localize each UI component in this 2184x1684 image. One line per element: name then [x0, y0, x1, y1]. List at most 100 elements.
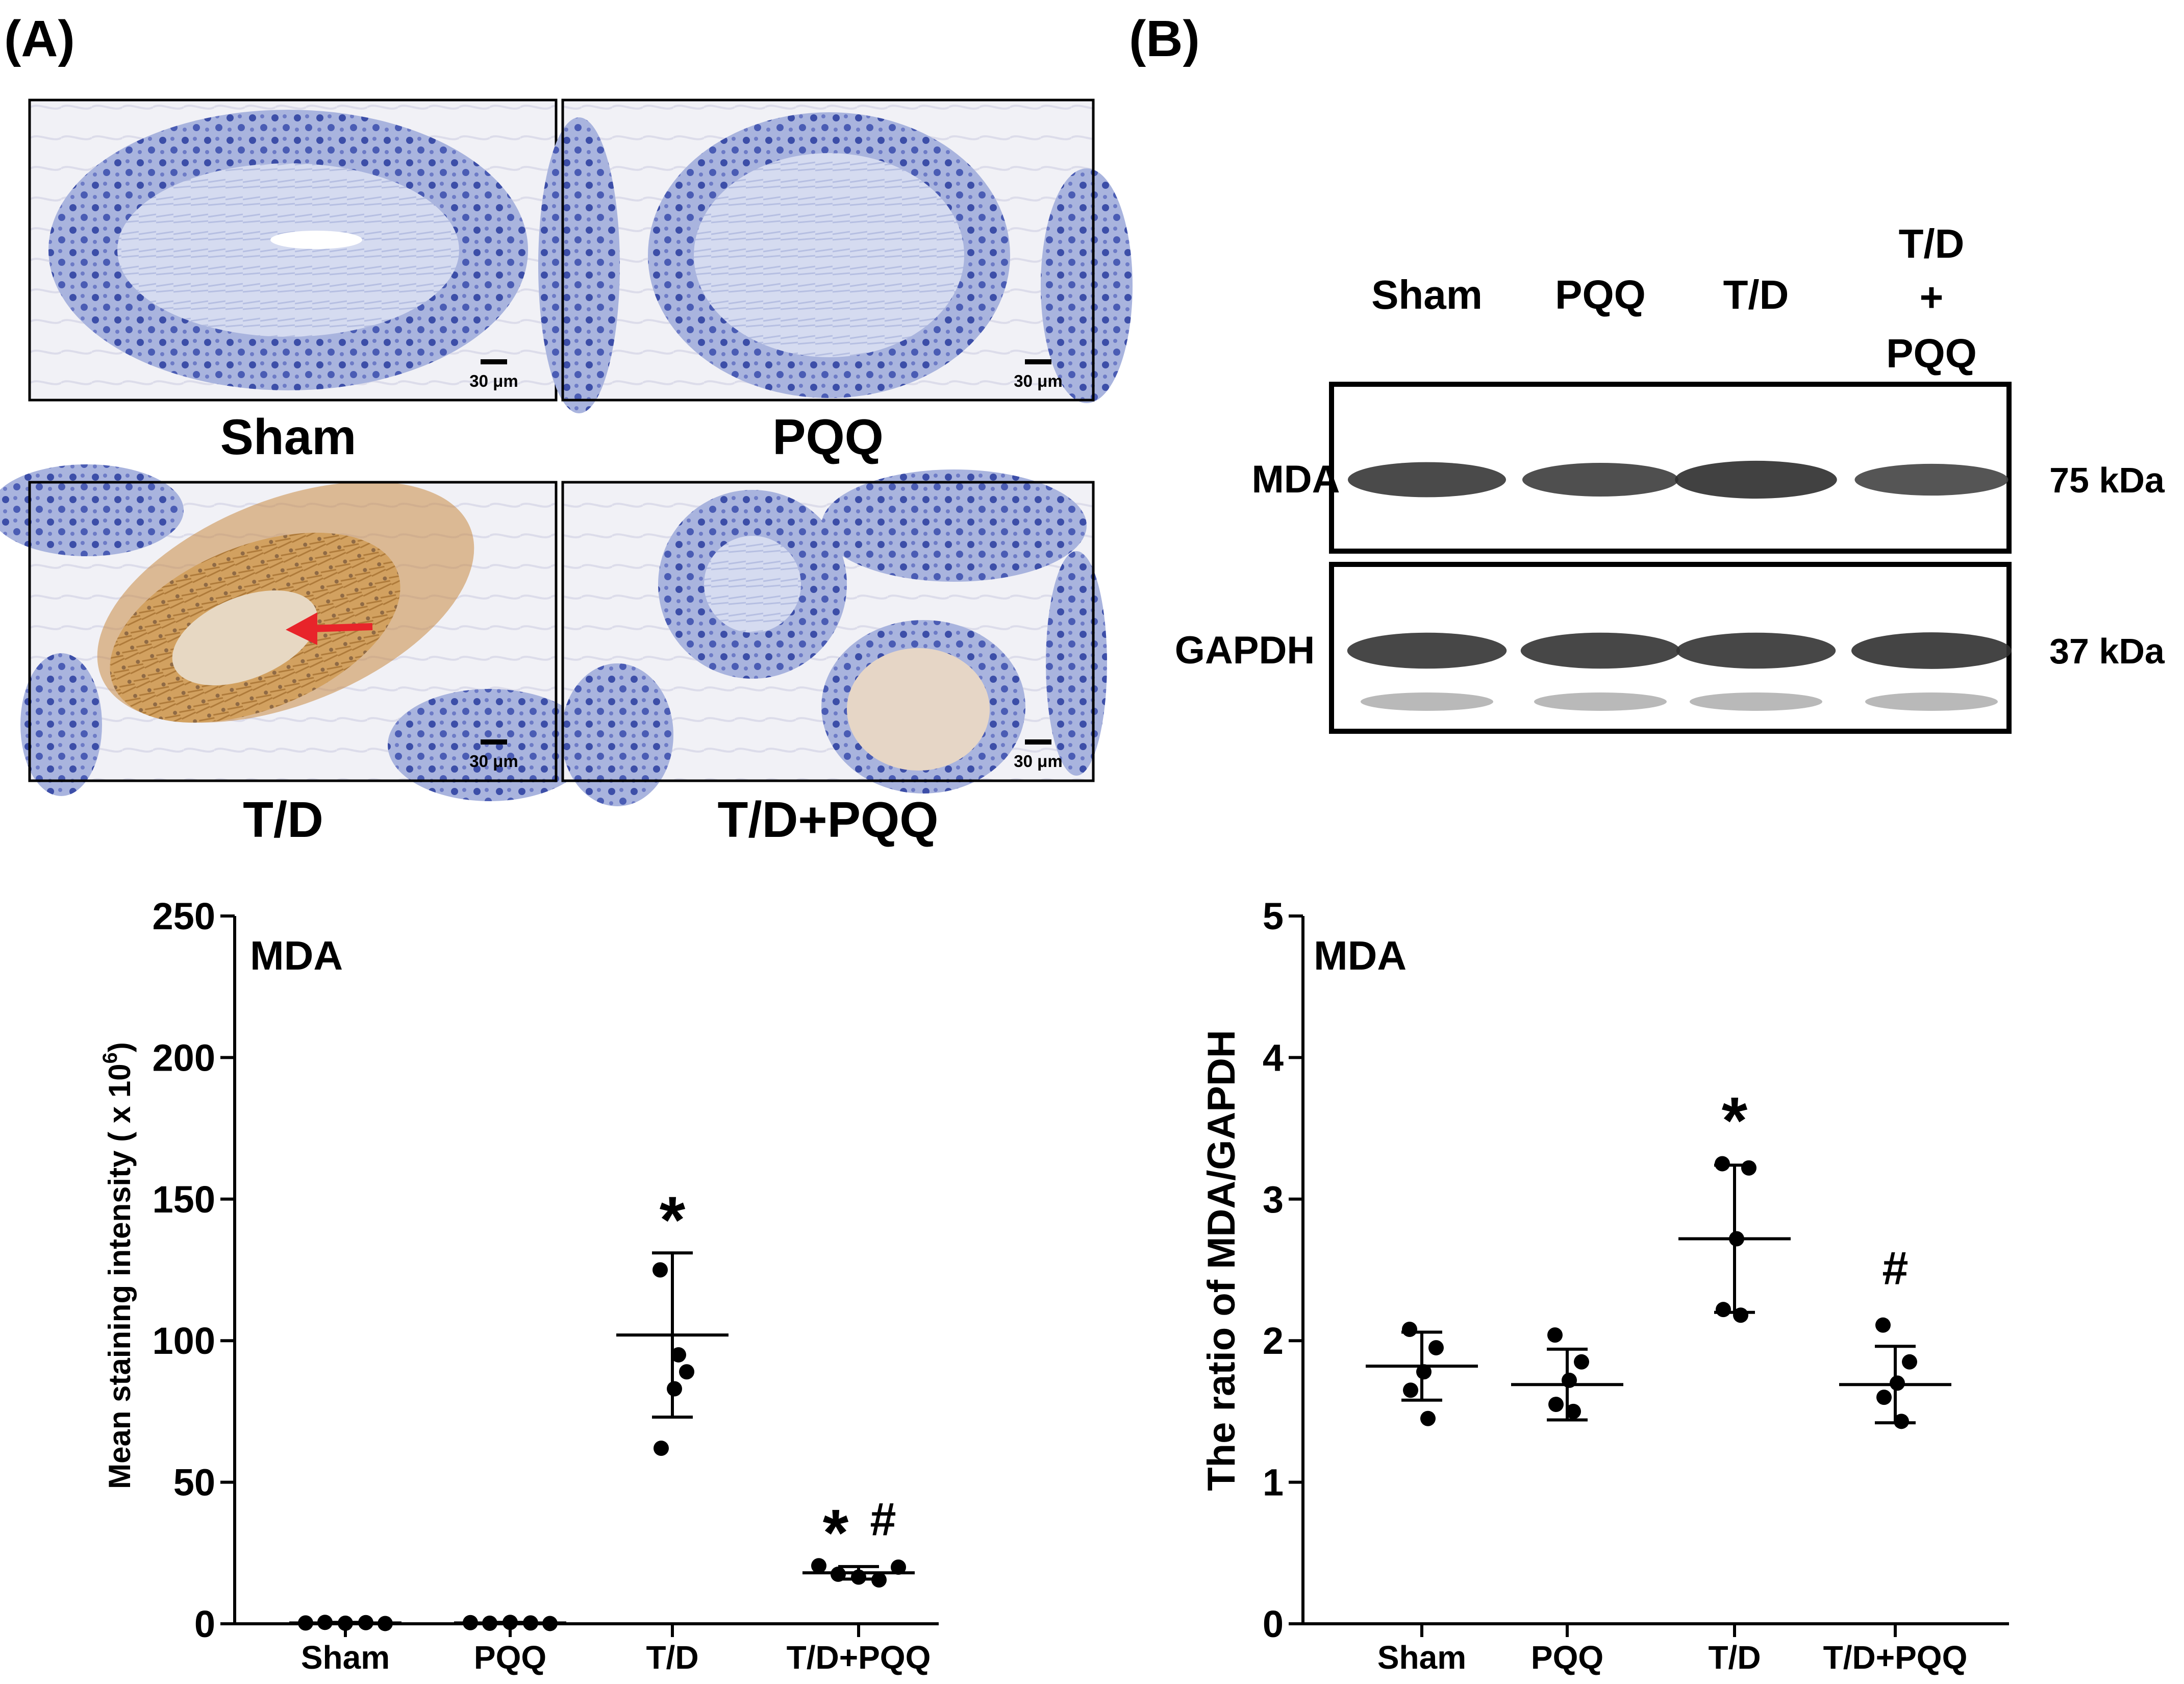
y-tick-label: 3: [1263, 1178, 1284, 1221]
micrograph-pqq: 30 μm: [538, 98, 1133, 413]
data-point: [542, 1616, 558, 1631]
blot-band: [1851, 632, 2012, 669]
scale-bar: [481, 739, 507, 745]
y-axis-label: Mean staining intensity ( x 106): [99, 1042, 137, 1489]
y-tick-label: 1: [1263, 1462, 1284, 1504]
data-point: [1547, 1327, 1563, 1343]
data-point: [831, 1566, 846, 1582]
lane-label-td-pqq-line3: PQQ: [1886, 331, 1977, 376]
y-tick-label: 4: [1263, 1036, 1284, 1079]
micrograph-td-pqq: 30 μm: [561, 469, 1107, 806]
micrograph-sham: 30 μm: [28, 98, 558, 402]
data-point: [503, 1615, 518, 1630]
data-point: [1890, 1375, 1905, 1391]
data-point: [1716, 1302, 1731, 1318]
y-tick-label: 100: [153, 1320, 215, 1362]
blot-band: [1676, 632, 1836, 669]
y-tick-label: 50: [173, 1462, 215, 1504]
micrograph-caption-td-pqq: T/D+PQQ: [718, 791, 939, 848]
data-point: [1894, 1414, 1909, 1429]
data-point: [652, 1262, 668, 1278]
data-point: [654, 1441, 669, 1456]
significance-marker: #: [870, 1493, 896, 1545]
data-point: [358, 1615, 373, 1630]
x-tick-label: T/D+PQQ: [1823, 1639, 1968, 1676]
data-point: [378, 1616, 393, 1631]
data-point: [1416, 1364, 1432, 1380]
data-point: [1733, 1307, 1748, 1323]
data-point: [1715, 1156, 1730, 1172]
red-arrow: [311, 623, 373, 632]
blot-size-gapdh: 37 kDa: [2049, 631, 2165, 671]
scale-bar-label: 30 μm: [1014, 752, 1062, 771]
lane-label-pqq: PQQ: [1555, 272, 1646, 317]
data-point: [463, 1615, 478, 1630]
data-point: [338, 1615, 353, 1631]
x-tick-label: Sham: [1377, 1639, 1466, 1676]
micrograph-td: 30 μm: [0, 464, 592, 801]
lane-label-sham: Sham: [1371, 272, 1483, 317]
x-tick-label: T/D+PQQ: [787, 1639, 931, 1676]
panel-label-b: (B): [1129, 10, 1200, 67]
data-point: [523, 1615, 538, 1631]
chart-mda-gapdh-ratio: MDA The ratio of MDA/GAPDH 0 1 2 3 4 5 Sham PQQ…: [1200, 895, 2009, 1676]
x-tick-label: T/D: [646, 1639, 698, 1676]
data-point: [851, 1569, 866, 1585]
data-point: [679, 1364, 694, 1380]
blot-label-gapdh: GAPDH: [1175, 629, 1315, 672]
data-point: [671, 1347, 686, 1363]
micrograph-caption-td: T/D: [243, 791, 323, 848]
x-tick-label: PQQ: [474, 1639, 546, 1676]
x-tick-label: Sham: [301, 1639, 390, 1676]
y-tick-label: 2: [1263, 1320, 1284, 1362]
data-point: [317, 1615, 333, 1630]
data-point: [1548, 1397, 1564, 1413]
data-point: [1741, 1160, 1756, 1176]
significance-marker: *: [660, 1182, 686, 1257]
blot-band-faint: [1361, 692, 1493, 711]
blot-band: [1348, 462, 1506, 498]
blot-band: [1675, 460, 1837, 499]
y-tick-label: 250: [153, 895, 215, 937]
scale-bar: [1025, 359, 1051, 364]
data-point: [1402, 1322, 1417, 1338]
blot-band-faint: [1865, 692, 1998, 711]
data-point: [891, 1559, 906, 1575]
y-tick-label: 0: [1263, 1603, 1284, 1645]
y-tick-label: 150: [153, 1178, 215, 1221]
data-point: [811, 1558, 826, 1574]
data-point: [1420, 1410, 1436, 1426]
panel-label-a: (A): [4, 10, 75, 67]
scale-bar-label: 30 μm: [469, 752, 518, 771]
lane-label-td: T/D: [1723, 272, 1789, 317]
x-tick-label: PQQ: [1531, 1639, 1603, 1676]
data-point: [871, 1572, 887, 1588]
significance-marker: #: [1882, 1243, 1908, 1295]
data-point: [1403, 1382, 1418, 1398]
blot-band-faint: [1534, 692, 1667, 711]
data-point: [482, 1615, 497, 1631]
western-blot: Sham PQQ T/D T/D + PQQ MDA GAPDH 75 kDa …: [1175, 221, 2165, 734]
blot-row-gapdh: [1329, 562, 2012, 734]
data-point: [1562, 1372, 1577, 1388]
micrograph-caption-pqq: PQQ: [772, 409, 884, 465]
data-point: [667, 1381, 682, 1397]
chart-title: MDA: [250, 933, 343, 978]
blot-band-faint: [1690, 692, 1822, 711]
blot-band: [1522, 463, 1678, 497]
blot-size-mda: 75 kDa: [2049, 460, 2165, 500]
blot-band: [1520, 632, 1680, 669]
y-tick-label: 0: [194, 1603, 215, 1645]
blot-row-mda: [1329, 382, 2012, 554]
scale-bar: [1025, 739, 1051, 745]
lane-label-td-pqq-line2: +: [1920, 275, 1944, 320]
y-axis-label: The ratio of MDA/GAPDH: [1200, 1030, 1243, 1491]
data-point: [1566, 1403, 1581, 1419]
y-tick-label: 200: [153, 1036, 215, 1079]
significance-marker: *: [1722, 1083, 1748, 1157]
micrograph-caption-sham: Sham: [220, 409, 357, 465]
data-point: [298, 1615, 313, 1631]
scale-bar-label: 30 μm: [1014, 372, 1062, 390]
data-point: [1729, 1231, 1744, 1247]
